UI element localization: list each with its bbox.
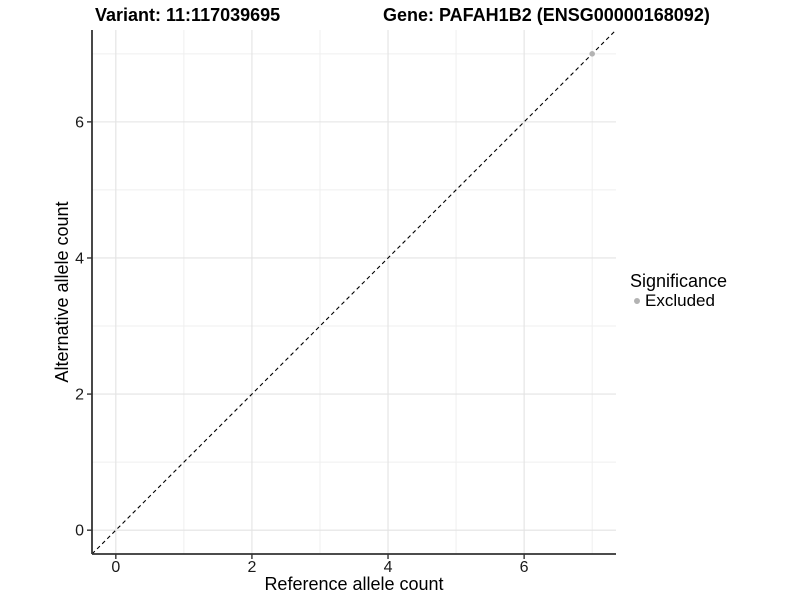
legend-item-excluded: Excluded <box>630 291 727 311</box>
y-tick-label: 2 <box>75 387 84 404</box>
data-point-excluded <box>589 51 595 57</box>
identity-line <box>91 29 617 555</box>
x-tick-label: 0 <box>111 559 120 576</box>
legend-point-icon <box>634 298 640 304</box>
x-tick-label: 6 <box>520 559 529 576</box>
legend-item-label: Excluded <box>645 291 715 310</box>
legend: Significance Excluded <box>630 272 727 311</box>
y-tick-label: 4 <box>75 250 84 267</box>
y-axis-title: Alternative allele count <box>52 201 72 383</box>
legend-title: Significance <box>630 271 728 291</box>
x-axis-title: Reference allele count <box>264 574 444 594</box>
y-tick-label: 6 <box>75 114 84 131</box>
gene-title: Gene: PAFAH1B2 (ENSG00000168092) <box>383 5 710 25</box>
variant-title: Variant: 11:117039695 <box>95 5 281 25</box>
y-tick-label: 0 <box>75 523 84 540</box>
x-tick-label: 2 <box>247 559 256 576</box>
x-tick-label: 4 <box>384 559 393 576</box>
